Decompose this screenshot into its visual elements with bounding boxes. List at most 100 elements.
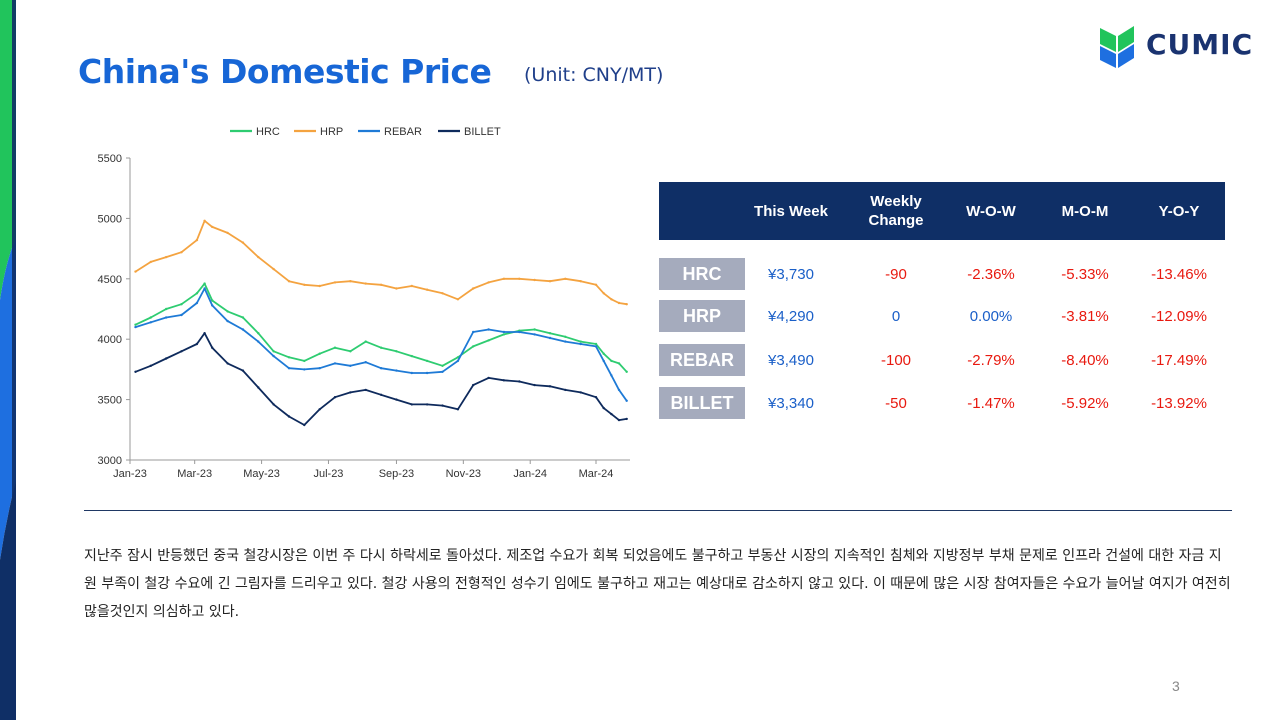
data-point-hrc <box>211 299 214 302</box>
data-point-rebar <box>602 359 605 363</box>
page-title: China's Domestic Price <box>78 52 492 91</box>
x-tick-label: Mar-23 <box>177 468 212 480</box>
y-tick-label: 4000 <box>98 334 122 346</box>
data-point-hrc <box>625 370 628 373</box>
data-point-hrc <box>594 342 598 346</box>
data-point-billet <box>165 357 168 360</box>
data-point-rebar <box>349 364 352 367</box>
data-point-hrc <box>579 340 582 343</box>
data-point-hrp <box>487 281 490 284</box>
data-point-hrc <box>195 292 199 295</box>
data-point-rebar <box>195 301 199 305</box>
data-point-billet <box>602 406 605 410</box>
unit-label: (Unit: CNY/MT) <box>524 64 664 86</box>
data-point-rebar <box>318 367 321 370</box>
col-header-wow: W-O-W <box>966 202 1016 220</box>
mom-value: -8.40% <box>1061 351 1109 369</box>
data-point-hrp <box>441 292 444 295</box>
data-point-billet <box>318 408 321 411</box>
row-label-billet: BILLET <box>659 387 745 419</box>
data-point-hrp <box>518 277 521 280</box>
data-point-rebar <box>548 336 552 340</box>
this-week-value: ¥3,340 <box>768 394 814 412</box>
data-point-hrp <box>594 283 598 286</box>
data-point-hrc <box>617 362 621 365</box>
table-row: BILLET ¥3,340 -50 -1.47% -5.92% -13.92% <box>659 387 1225 419</box>
data-point-billet <box>472 383 475 387</box>
weekly-change-value: -100 <box>880 351 912 369</box>
x-tick-label: May-23 <box>243 468 280 480</box>
data-point-billet <box>533 383 536 387</box>
data-point-hrp <box>318 284 321 288</box>
data-point-hrc <box>287 356 291 359</box>
data-point-billet <box>349 391 352 394</box>
data-point-hrc <box>548 332 552 335</box>
data-point-hrp <box>625 303 628 306</box>
data-point-billet <box>425 403 429 406</box>
data-point-billet <box>548 385 552 388</box>
data-point-billet <box>149 364 152 367</box>
data-point-hrp <box>195 238 199 242</box>
data-point-rebar <box>257 340 260 343</box>
data-point-rebar <box>272 354 275 358</box>
data-point-hrp <box>241 241 245 244</box>
row-label-hrc: HRC <box>659 258 745 290</box>
data-point-hrp <box>226 231 229 235</box>
data-point-billet <box>379 393 383 396</box>
y-tick-label: 5500 <box>98 153 122 165</box>
data-point-billet <box>617 418 621 422</box>
data-point-rebar <box>533 333 536 336</box>
data-point-hrc <box>410 354 413 358</box>
data-point-hrp <box>211 225 214 229</box>
col-header-yoy: Y-O-Y <box>1158 202 1200 220</box>
data-point-hrp <box>456 298 460 301</box>
data-point-billet <box>456 408 460 411</box>
data-point-rebar <box>226 319 229 323</box>
commentary-text: 지난주 잠시 반등했던 중국 철강시장은 이번 주 다시 하락세로 돌아섰다. … <box>84 548 1231 620</box>
data-point-hrp <box>610 298 613 301</box>
data-point-hrc <box>333 346 337 349</box>
x-tick-label: Jan-24 <box>513 468 547 480</box>
data-point-hrc <box>203 282 206 285</box>
col-header-weekly-change: Weekly Change <box>847 182 945 240</box>
data-point-rebar <box>134 325 137 329</box>
data-point-hrc <box>602 352 605 355</box>
row-label-hrp: HRP <box>659 300 745 332</box>
data-point-rebar <box>456 359 460 363</box>
data-point-rebar <box>211 304 214 307</box>
data-point-billet <box>241 369 245 372</box>
data-point-hrc <box>502 333 506 336</box>
data-point-hrp <box>617 301 621 305</box>
data-point-billet <box>410 403 413 406</box>
data-point-hrc <box>533 328 536 331</box>
y-tick-label: 3500 <box>98 395 122 407</box>
mom-value: -5.33% <box>1061 265 1109 283</box>
data-point-rebar <box>472 330 475 334</box>
weekly-change-value: -90 <box>885 265 907 283</box>
data-point-hrc <box>318 352 321 355</box>
legend-label-hrp: HRP <box>320 126 343 138</box>
y-tick-label: 4500 <box>98 274 122 286</box>
data-point-hrp <box>257 255 260 259</box>
data-point-rebar <box>625 399 628 402</box>
data-point-rebar <box>203 287 206 290</box>
data-point-hrc <box>472 345 475 348</box>
this-week-value: ¥3,730 <box>768 265 814 283</box>
wow-value: 0.00% <box>969 307 1013 325</box>
data-point-hrp <box>149 260 152 264</box>
cumic-logo: CUMIC <box>1098 22 1260 70</box>
data-point-hrp <box>548 280 552 283</box>
legend-label-hrc: HRC <box>256 126 280 138</box>
data-point-rebar <box>410 371 413 375</box>
data-point-hrc <box>610 359 613 363</box>
data-point-hrc <box>241 316 245 319</box>
data-point-rebar <box>610 374 613 377</box>
data-point-billet <box>287 415 291 418</box>
data-point-billet <box>180 350 183 353</box>
data-point-billet <box>257 386 260 389</box>
data-point-hrc <box>180 303 183 306</box>
data-point-billet <box>272 403 275 406</box>
wow-value: -1.47% <box>967 394 1015 412</box>
wow-value: -2.36% <box>967 265 1015 283</box>
table-header: This Week Weekly Change W-O-W M-O-M Y-O-… <box>659 182 1225 240</box>
